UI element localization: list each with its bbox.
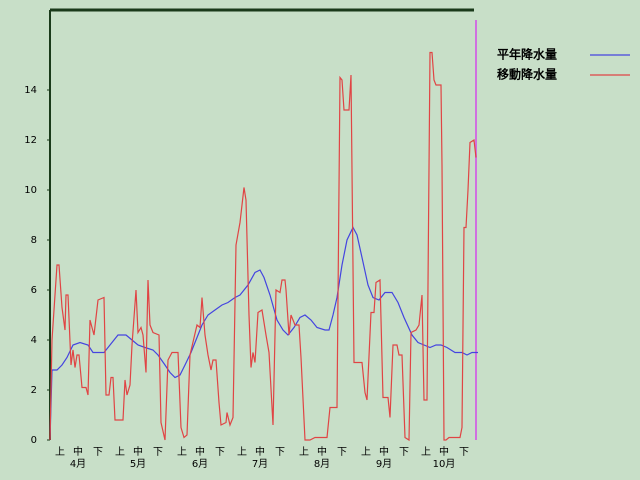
x-tick-label: 下 [153,447,163,458]
y-tick-label: 12 [24,135,37,146]
y-tick-label: 8 [31,235,37,246]
y-tick-label: 0 [31,435,37,446]
month-label: 6月 [192,458,208,470]
x-tick-label: 下 [275,447,285,458]
x-tick-label: 上 [55,446,65,458]
x-tick-label: 中 [379,445,389,458]
x-tick-label: 中 [195,445,205,458]
series-line [49,51,477,442]
month-label: 8月 [314,458,330,470]
month-label: 10月 [433,458,456,470]
x-tick-label: 下 [215,447,225,458]
legend-label: 平年降水量 [497,47,557,62]
legend-label: 移動降水量 [497,67,557,82]
month-label: 9月 [376,458,392,470]
x-tick-label: 中 [255,445,265,458]
x-tick-label: 下 [399,447,409,458]
x-tick-label: 上 [299,446,309,458]
x-tick-label: 中 [439,445,449,458]
x-tick-label: 中 [317,445,327,458]
x-tick-label: 下 [337,447,347,458]
y-tick-label: 4 [31,335,37,346]
month-label: 4月 [70,458,86,470]
y-tick-label: 14 [24,85,37,96]
y-tick-label: 2 [31,385,37,396]
x-tick-label: 中 [73,445,83,458]
x-tick-label: 中 [133,445,143,458]
x-tick-label: 上 [237,446,247,458]
y-tick-label: 10 [24,185,37,196]
series-line [49,226,478,441]
x-tick-label: 上 [115,446,125,458]
x-tick-label: 下 [459,447,469,458]
y-tick-label: 6 [31,285,37,296]
month-label: 7月 [252,458,268,470]
x-tick-label: 下 [93,447,103,458]
x-tick-label: 上 [421,446,431,458]
x-tick-label: 上 [361,446,371,458]
month-label: 5月 [130,458,146,470]
x-tick-label: 上 [177,446,187,458]
